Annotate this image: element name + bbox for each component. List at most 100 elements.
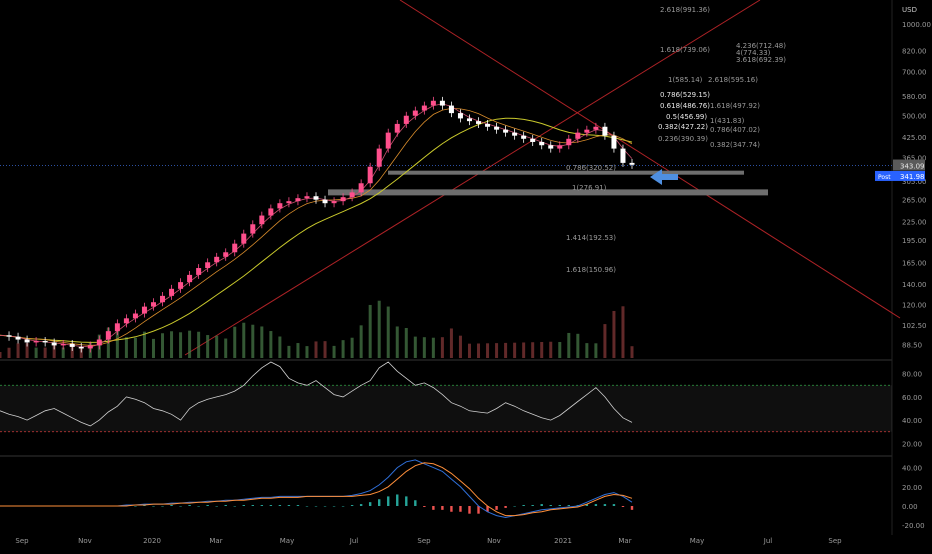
candle-body	[412, 110, 418, 116]
candle-body	[69, 343, 75, 347]
macd-histogram-bar	[134, 506, 137, 507]
candle-body	[42, 340, 48, 343]
time-axis-label: Nov	[78, 537, 92, 545]
volume-bar	[594, 343, 598, 358]
time-axis-label: Mar	[209, 537, 222, 545]
macd-histogram-bar	[486, 506, 489, 512]
time-axis-label: Jul	[763, 537, 773, 545]
candle-body	[268, 208, 274, 216]
fib-label: 1.618(739.06)	[660, 46, 710, 54]
macd-histogram-bar	[540, 504, 543, 506]
time-axis-label: May	[280, 537, 294, 545]
candle-body	[205, 262, 211, 269]
candle-body	[629, 162, 635, 165]
volume-bar	[558, 342, 562, 358]
price-axis-tick: 305.00	[902, 178, 927, 186]
volume-bar	[7, 347, 11, 358]
volume-bar	[115, 328, 119, 358]
macd-histogram-bar	[368, 502, 372, 506]
candle-body	[150, 302, 156, 307]
candle-body	[466, 118, 472, 122]
time-axis-label: 2020	[143, 537, 161, 545]
candle-body	[15, 336, 21, 340]
volume-bar	[395, 326, 399, 358]
macd-histogram-bar	[558, 505, 561, 506]
volume-bar	[404, 328, 408, 358]
price-axis-tick: 500.00	[902, 113, 927, 121]
volume-bar	[522, 342, 526, 358]
candle-body	[277, 203, 283, 209]
macd-histogram-bar	[603, 504, 607, 506]
moving-average-long	[0, 117, 633, 343]
volume-bar	[549, 341, 553, 358]
candle-body	[114, 323, 120, 332]
fib-label: 1(276.91)	[572, 184, 607, 192]
candle-body	[530, 138, 536, 142]
macd-histogram-bar	[161, 506, 164, 507]
macd-histogram-bar	[197, 506, 200, 507]
candle-body	[196, 268, 202, 275]
fib-label: 4.236(712.48)	[736, 42, 786, 50]
volume-bar	[142, 331, 146, 358]
price-axis-tick: 88.50	[902, 342, 922, 350]
fib-label: 0.786(407.02)	[710, 126, 760, 134]
fib-label: 1(431.83)	[710, 117, 745, 125]
fib-label: 0.786(529.15)	[660, 91, 710, 99]
time-axis-label: 2021	[554, 537, 572, 545]
post-tag-bg	[875, 170, 893, 181]
candle-body	[160, 295, 166, 303]
price-axis-tick: 820.00	[902, 47, 927, 55]
candle-body	[403, 115, 409, 124]
macd-histogram-bar	[450, 506, 453, 512]
macd-histogram-bar	[522, 505, 525, 506]
volume-bar	[278, 336, 282, 358]
price-axis-tick: 102.50	[902, 322, 927, 330]
candle-body	[87, 345, 93, 349]
candle-body	[539, 141, 545, 146]
macd-histogram-bar	[188, 505, 191, 506]
candle-body	[385, 132, 391, 149]
candle-body	[421, 105, 427, 111]
volume-bar	[368, 304, 372, 358]
macd-histogram-bar	[612, 504, 616, 506]
candle-body	[169, 288, 175, 296]
fib-label: 4(774.33)	[736, 49, 771, 57]
support-zone-upper	[388, 170, 744, 175]
volume-bar	[513, 342, 517, 358]
price-axis-tick: 1000.00	[902, 21, 931, 29]
macd-histogram-bar	[242, 505, 245, 506]
candle-body	[313, 196, 319, 200]
candle-body	[123, 318, 129, 324]
candle-body	[430, 100, 436, 106]
candle-body	[51, 342, 57, 346]
candle-body	[132, 313, 138, 319]
candle-body	[593, 126, 599, 130]
rsi-line	[0, 361, 633, 427]
volume-bar	[323, 341, 327, 358]
macd-histogram-bar	[441, 506, 444, 510]
candle-body	[250, 224, 256, 234]
fib-label: 1.414(192.53)	[566, 234, 616, 242]
macd-histogram-bar	[332, 506, 336, 507]
volume-bar	[305, 346, 309, 358]
macd-histogram-bar	[594, 504, 598, 506]
candle-body	[521, 135, 527, 139]
volume-bar	[531, 342, 535, 358]
last-price-tag: 343.09	[900, 163, 925, 171]
volume-bar	[251, 324, 255, 358]
volume-bar	[621, 306, 625, 358]
macd-histogram-bar	[224, 505, 227, 506]
volume-bar	[233, 326, 237, 358]
candle-body	[367, 166, 373, 184]
candle-body	[295, 198, 301, 202]
macd-histogram-bar	[414, 500, 417, 506]
candle-body	[105, 331, 111, 340]
macd-histogram-bar	[468, 506, 471, 514]
price-axis-tick: 120.00	[902, 301, 927, 309]
candle-body	[584, 129, 590, 133]
volume-bar	[540, 342, 544, 358]
candle-body	[494, 126, 500, 130]
fib-label: 1.618(150.96)	[566, 266, 616, 274]
fib-label: 2.618(991.36)	[660, 6, 710, 14]
